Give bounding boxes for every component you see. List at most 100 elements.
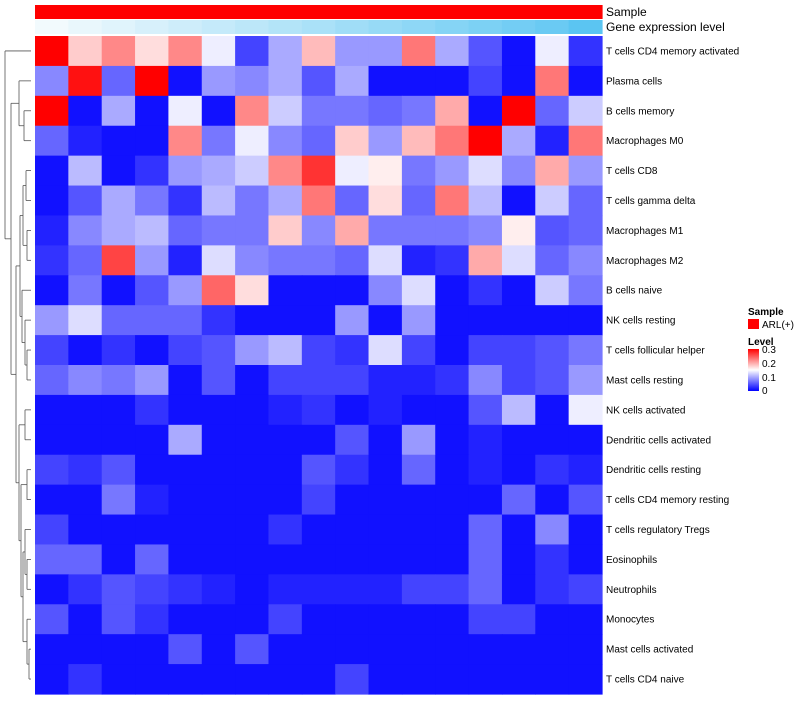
row-label-18: Neutrophils [606, 585, 657, 596]
heatmap-cell-r13-c7 [268, 424, 303, 456]
heatmap-cell-r15-c14 [501, 484, 536, 516]
heatmap-cell-r20-c11 [401, 634, 436, 665]
heatmap-cell-r17-c7 [268, 544, 303, 575]
heatmap-cells [35, 36, 603, 695]
heatmap-cell-r18-c3 [135, 574, 170, 605]
heatmap-cell-r8-c8 [301, 275, 336, 306]
heatmap-cell-r17-c3 [135, 544, 170, 575]
heatmap-cell-r21-c16 [568, 664, 603, 695]
heatmap-cell-r10-c2 [101, 335, 136, 366]
heatmap-cell-r0-c5 [201, 36, 236, 67]
row-dendrogram [4, 50, 31, 680]
heatmap-cell-r5-c7 [268, 185, 303, 217]
heatmap-cell-r12-c7 [268, 394, 303, 426]
heatmap-cell-r6-c0 [35, 215, 69, 246]
heatmap-cell-r5-c9 [335, 185, 370, 217]
row-label-14: Dendritic cells resting [606, 465, 701, 476]
heatmap-cell-r13-c4 [168, 424, 203, 456]
expression-annotation-cell-5 [201, 20, 236, 34]
row-label-4: T cells CD8 [606, 166, 658, 177]
heatmap-cell-r10-c8 [301, 335, 336, 366]
heatmap-cell-r21-c4 [168, 664, 203, 695]
heatmap-cell-r16-c11 [401, 514, 436, 546]
expression-annotation-cell-4 [168, 20, 203, 34]
row-label-21: T cells CD4 naive [606, 675, 685, 686]
heatmap-cell-r13-c6 [235, 424, 270, 456]
heatmap-cell-r10-c1 [68, 335, 103, 366]
heatmap-cell-r4-c6 [235, 155, 270, 187]
heatmap-cell-r20-c0 [35, 634, 69, 665]
heatmap-cell-r4-c8 [301, 155, 336, 187]
heatmap-cell-r11-c13 [468, 365, 503, 396]
heatmap-cell-r19-c2 [101, 604, 136, 635]
heatmap-cell-r21-c15 [535, 664, 570, 695]
sample-annotation-cell-16 [568, 5, 603, 19]
heatmap-cell-r7-c5 [201, 245, 236, 276]
heatmap-cell-r13-c15 [535, 424, 570, 456]
heatmap-cell-r11-c6 [235, 365, 270, 396]
heatmap-cell-r4-c12 [435, 155, 470, 187]
heatmap-cell-r2-c13 [468, 95, 503, 127]
heatmap-cell-r16-c4 [168, 514, 203, 546]
heatmap-cell-r9-c8 [301, 305, 336, 336]
heatmap-cell-r17-c16 [568, 544, 603, 575]
heatmap-cell-r17-c15 [535, 544, 570, 575]
legend-level-title: Level [748, 337, 774, 348]
heatmap-cell-r14-c0 [35, 454, 69, 486]
heatmap-cell-r21-c7 [268, 664, 303, 695]
heatmap-cell-r15-c5 [201, 484, 236, 516]
gene-expression-annotation-label: Gene expression level [606, 20, 725, 34]
heatmap-cell-r0-c9 [335, 36, 370, 67]
heatmap-cell-r6-c4 [168, 215, 203, 246]
heatmap-cell-r8-c9 [335, 275, 370, 306]
heatmap-cell-r19-c7 [268, 604, 303, 635]
heatmap-cell-r3-c7 [268, 125, 303, 157]
heatmap-cell-r6-c13 [468, 215, 503, 246]
heatmap-cell-r7-c2 [101, 245, 136, 276]
heatmap-cell-r20-c2 [101, 634, 136, 665]
gene-expression-annotation-bar [35, 20, 603, 34]
sample-annotation-cell-10 [368, 5, 403, 19]
heatmap-cell-r17-c0 [35, 544, 69, 575]
legend-tick-0.1: 0.1 [762, 373, 776, 384]
heatmap-cell-r16-c8 [301, 514, 336, 546]
heatmap-cell-r14-c8 [301, 454, 336, 486]
heatmap-cell-r0-c13 [468, 36, 503, 67]
heatmap-cell-r4-c4 [168, 155, 203, 187]
heatmap-cell-r18-c2 [101, 574, 136, 605]
heatmap-cell-r6-c6 [235, 215, 270, 246]
heatmap-cell-r14-c11 [401, 454, 436, 486]
heatmap-cell-r8-c13 [468, 275, 503, 306]
heatmap-cell-r20-c6 [235, 634, 270, 665]
heatmap-cell-r18-c5 [201, 574, 236, 605]
heatmap-cell-r21-c5 [201, 664, 236, 695]
heatmap-cell-r11-c4 [168, 365, 203, 396]
heatmap-cell-r4-c14 [501, 155, 536, 187]
heatmap-cell-r3-c0 [35, 125, 69, 157]
heatmap-cell-r14-c9 [335, 454, 370, 486]
heatmap-cell-r10-c7 [268, 335, 303, 366]
heatmap-cell-r7-c12 [435, 245, 470, 276]
sample-annotation-cell-3 [135, 5, 170, 19]
heatmap-cell-r15-c2 [101, 484, 136, 516]
heatmap-cell-r19-c15 [535, 604, 570, 635]
row-label-5: T cells gamma delta [606, 196, 696, 207]
heatmap-cell-r17-c11 [401, 544, 436, 575]
legend-sample-title: Sample [748, 307, 784, 318]
heatmap-cell-r11-c15 [535, 365, 570, 396]
heatmap-cell-r18-c1 [68, 574, 103, 605]
heatmap-cell-r16-c10 [368, 514, 403, 546]
expression-annotation-cell-6 [235, 20, 270, 34]
heatmap-cell-r6-c14 [501, 215, 536, 246]
heatmap-cell-r20-c13 [468, 634, 503, 665]
heatmap-cell-r14-c2 [101, 454, 136, 486]
heatmap-cell-r21-c10 [368, 664, 403, 695]
heatmap-cell-r0-c10 [368, 36, 403, 67]
heatmap-cell-r16-c6 [235, 514, 270, 546]
heatmap-cell-r8-c12 [435, 275, 470, 306]
heatmap-cell-r2-c3 [135, 95, 170, 127]
heatmap-cell-r12-c16 [568, 394, 603, 426]
expression-annotation-cell-8 [301, 20, 336, 34]
heatmap-cell-r12-c6 [235, 394, 270, 426]
heatmap-cell-r7-c13 [468, 245, 503, 276]
